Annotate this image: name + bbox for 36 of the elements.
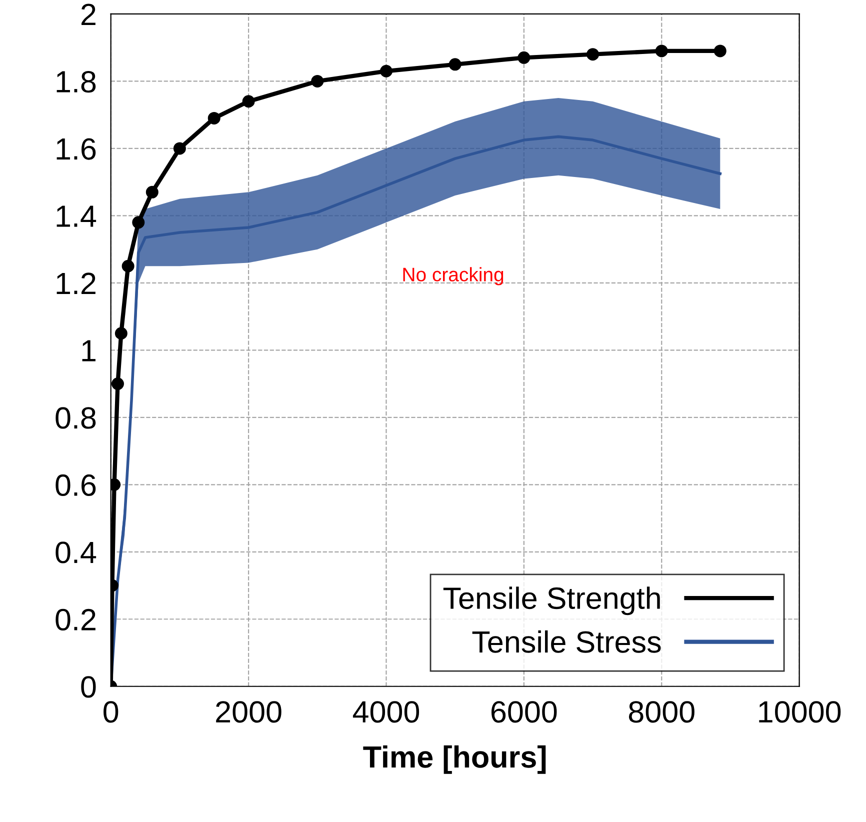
point (242, 95, 255, 108)
point (518, 51, 530, 64)
x-tick-label: 8000 (628, 701, 694, 723)
y-tick-label: 1 (82, 340, 96, 362)
point (380, 64, 392, 78)
point (586, 48, 600, 61)
point (111, 378, 124, 390)
point (311, 74, 324, 88)
x-tick-label: 10000 (759, 701, 841, 723)
y-tick-label: 1.4 (56, 206, 96, 227)
y-tick-label: 1.6 (56, 138, 96, 160)
y-tick-label: 0.6 (56, 474, 96, 496)
y-tick-label: 0.8 (56, 407, 96, 429)
point (448, 58, 462, 71)
x-tick-label: 6000 (492, 701, 557, 723)
x-tick-label: 2000 (216, 701, 282, 723)
x-axis-title: Time [hours] (363, 745, 546, 774)
x-tick-label: 0 (104, 701, 118, 723)
point (173, 142, 186, 155)
y-tick-label: 0.4 (56, 542, 96, 564)
y-tick-label: 0 (81, 676, 96, 698)
y-tick-label: 1.2 (56, 272, 96, 294)
point (132, 216, 145, 229)
y-tick-label: 0.2 (56, 608, 96, 631)
point (714, 44, 726, 58)
annotation: No cracking (403, 267, 504, 286)
point (655, 44, 668, 58)
point (122, 260, 134, 272)
x-tick-label: 4000 (352, 701, 420, 723)
legend-label: Tensile Strength (443, 586, 660, 616)
legend-label: Tensile Stress (472, 630, 661, 653)
y-tick-label: 1.8 (56, 70, 96, 93)
point (146, 186, 158, 198)
y-tick-label: 2 (82, 4, 96, 26)
point (114, 327, 128, 340)
point (208, 112, 220, 124)
